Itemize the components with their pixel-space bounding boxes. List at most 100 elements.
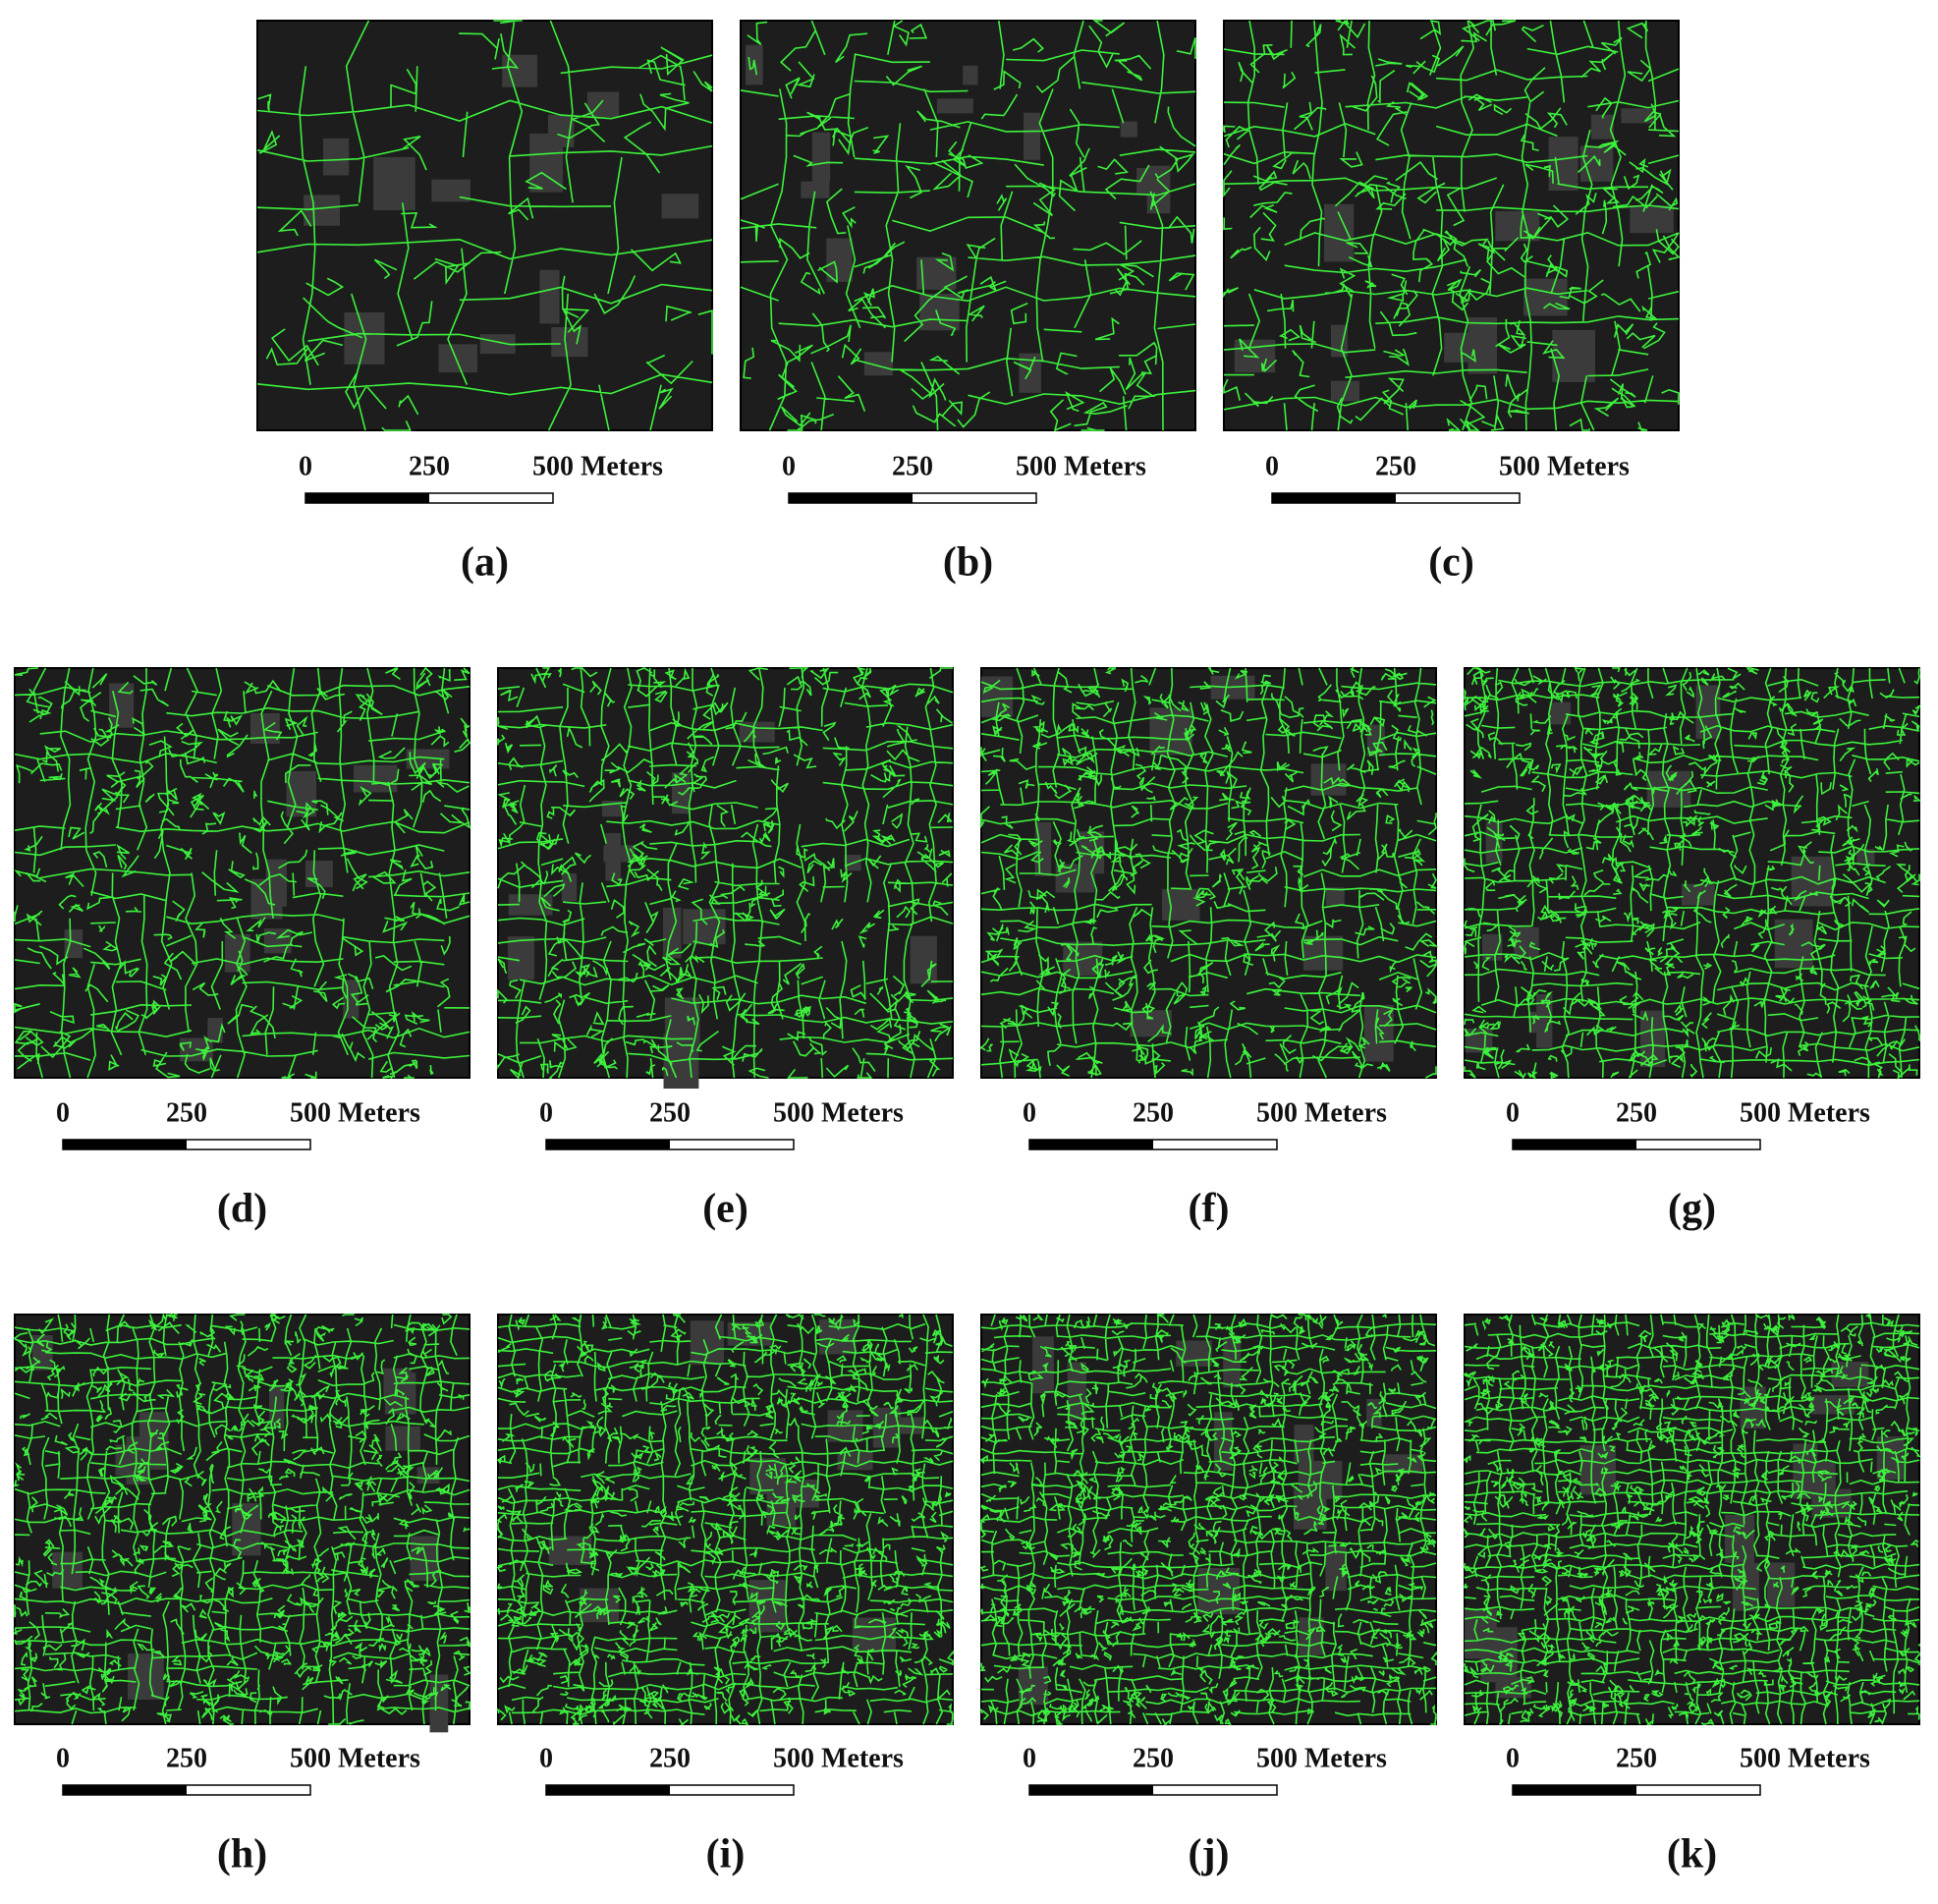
panel: 0 250 500 Meters (j) [979,1314,1437,1877]
scale-tick-label: 500 [773,1097,814,1128]
scale-unit: Meters [1304,1743,1387,1773]
panel-label: (b) [943,540,993,586]
building [1161,889,1200,921]
building [661,194,699,219]
building [1023,112,1041,160]
scale-unit: Meters [338,1743,420,1773]
scale-tick-label: 500 [290,1743,331,1773]
scale-tick-label: 250 [649,1097,691,1128]
scale-unit: Meters [821,1743,904,1773]
building [1514,926,1539,958]
panel: 0 250 500 Meters (e) [497,666,954,1232]
building [322,138,350,176]
panel-label: (e) [702,1187,748,1232]
building [896,1417,924,1434]
segment-boundaries [13,1312,471,1725]
segment-boundaries [979,1314,1437,1726]
scale-bar-dark [546,1140,670,1149]
building [766,1486,797,1527]
panel-label: (j) [1189,1832,1230,1877]
building [1590,114,1614,140]
scale-tick-label: 0 [782,451,796,481]
building [561,873,578,902]
scale-tick-label: 0 [539,1097,553,1128]
scale-tick-label: 500 [1256,1097,1298,1128]
building [1630,204,1674,234]
scale-tick-label: 0 [1506,1097,1520,1128]
segment-boundaries [14,666,471,1080]
scale-unit: Meters [581,451,663,481]
segmentation-image [1223,20,1680,431]
building [438,344,478,373]
building [305,861,333,887]
panel: 0 250 500 Meters (f) [980,666,1439,1232]
scale-tick-label: 0 [299,451,312,481]
building [479,334,516,355]
scale-tick-label: 500 [1256,1743,1298,1773]
building [852,1617,897,1652]
panel: 0 250 500 Meters (a) [256,20,713,586]
scale-tick-label: 500 [1499,451,1540,481]
panel: 0 250 500 Meters (h) [13,1312,471,1877]
scale-tick-label: 0 [56,1743,70,1773]
panel: 0 250 500 Meters (k) [1462,1313,1922,1877]
segment-boundaries [1223,18,1681,431]
building [690,1320,724,1365]
panel-label: (c) [1428,540,1474,586]
panel: 0 250 500 Meters (i) [496,1314,954,1877]
building [1366,1398,1382,1427]
segment-boundaries [740,20,1196,432]
scale-unit: Meters [1064,451,1146,481]
building [826,238,853,282]
building [1325,1545,1347,1592]
scale-bar-dark [63,1785,187,1795]
scale-tick-label: 0 [56,1097,70,1128]
building [801,181,830,198]
segment-boundaries [497,666,954,1080]
building [863,352,894,376]
building [265,859,287,907]
building [539,269,560,324]
scale-bar-dark [63,1140,187,1149]
building [1579,1444,1616,1495]
scale-tick-label: 0 [1265,451,1279,481]
building [811,132,831,183]
building [343,980,360,1019]
panel-label: (h) [217,1832,267,1877]
building [551,326,588,358]
building [1325,887,1345,906]
building [1120,121,1137,138]
building [64,929,83,959]
segment-boundaries [496,1314,954,1726]
building [1467,316,1498,374]
scale-unit: Meters [1304,1097,1387,1128]
scale-tick-label: 250 [1133,1097,1174,1128]
panel-label: (a) [461,540,509,586]
building [52,1551,83,1589]
scale-bar-dark [305,493,429,503]
scale-bar-dark [1029,1140,1153,1149]
scale-tick-label: 250 [649,1743,691,1773]
scale-bar-dark [1513,1785,1636,1795]
scale-bar-dark [546,1785,670,1795]
segment-boundaries [256,20,713,431]
building [910,935,937,984]
scale-unit: Meters [821,1097,904,1128]
panel: 0 250 500 Meters (b) [740,20,1196,586]
panel-label: (k) [1667,1832,1717,1877]
building [1552,329,1596,382]
scale-tick-label: 250 [166,1743,207,1773]
scale-tick-label: 500 [773,1743,814,1773]
scale-bar-dark [1029,1785,1153,1795]
building [1383,1454,1423,1474]
scale-bar-dark [1272,493,1396,503]
scale-unit: Meters [1547,451,1630,481]
scale-tick-label: 500 [1740,1743,1781,1773]
building [837,1451,873,1471]
scale-tick-label: 250 [1375,451,1416,481]
building [1681,883,1715,906]
building [502,54,537,87]
scale-bar-dark [789,493,913,503]
panel-label: (f) [1189,1187,1230,1232]
scale-tick-label: 500 [1740,1097,1781,1128]
